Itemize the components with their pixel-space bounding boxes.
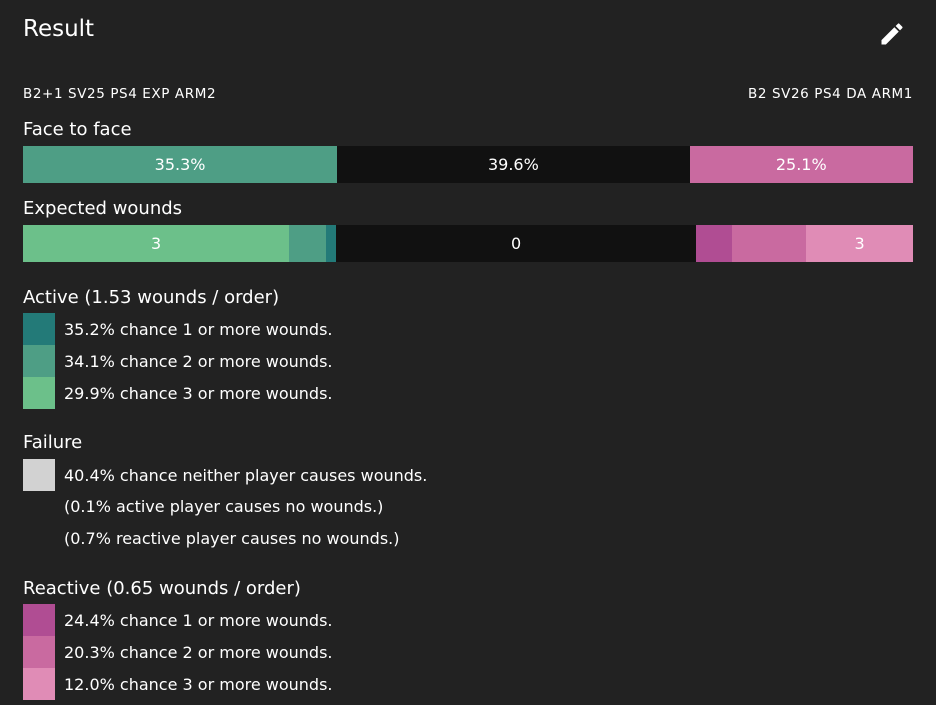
section-heading: Face to face — [23, 119, 132, 140]
legend-swatch — [23, 345, 55, 377]
segment-label: 3 — [150, 234, 162, 253]
segment-label: 39.6% — [487, 155, 539, 174]
section-heading: Failure — [23, 432, 83, 453]
segment-label: 0 — [510, 234, 522, 253]
segment-label: 3 — [854, 234, 865, 253]
bar-segment: 35.3% — [23, 146, 338, 183]
legend-swatch — [23, 459, 55, 491]
legend-row: 29.9% chance 3 or more wounds. — [23, 377, 333, 409]
legend-text: 34.1% chance 2 or more wounds. — [64, 351, 333, 371]
section-heading: Expected wounds — [23, 198, 183, 219]
legend-text: 40.4% chance neither player causes wound… — [64, 465, 428, 485]
bar-segment: 39.6% — [337, 146, 690, 183]
note: (0.1% active player causes no wounds.) — [64, 497, 384, 516]
bar-segment: 3 — [23, 225, 290, 262]
section-heading: Reactive (0.65 wounds / order) — [23, 578, 301, 599]
active-profile: B2+1 SV25 PS4 EXP ARM2 — [23, 86, 217, 102]
note: (0.7% reactive player causes no wounds.) — [64, 529, 400, 548]
legend-text: 20.3% chance 2 or more wounds. — [64, 642, 333, 662]
legend-text: 24.4% chance 1 or more wounds. — [64, 610, 333, 630]
segment-label: 25.1% — [775, 155, 827, 174]
bar-segment — [326, 225, 337, 262]
legend-row: 20.3% chance 2 or more wounds. — [23, 636, 333, 668]
bar-segment — [289, 225, 327, 262]
edit-button[interactable] — [878, 20, 906, 48]
legend-text: 35.2% chance 1 or more wounds. — [64, 319, 333, 339]
legend-swatch — [23, 668, 55, 700]
legend-text: 29.9% chance 3 or more wounds. — [64, 383, 333, 403]
legend-swatch — [23, 604, 55, 636]
legend-row: 40.4% chance neither player causes wound… — [23, 459, 427, 491]
bar-segment: 25.1% — [689, 146, 913, 183]
section-heading: Active (1.53 wounds / order) — [23, 287, 280, 308]
bar-segment: 0 — [336, 225, 696, 262]
legend-swatch — [23, 377, 55, 409]
legend-swatch — [23, 636, 55, 668]
legend-swatch — [23, 313, 55, 345]
expected-wounds-bar: 3 0 3 — [23, 225, 913, 262]
face-to-face-bar: 35.3% 39.6% 25.1% — [23, 146, 913, 183]
reactive-profile: B2 SV26 PS4 DA ARM1 — [748, 86, 913, 102]
segment-label: 35.3% — [154, 155, 206, 174]
legend-row: 24.4% chance 1 or more wounds. — [23, 604, 333, 636]
bar-segment — [695, 225, 733, 262]
legend-row: 34.1% chance 2 or more wounds. — [23, 345, 333, 377]
legend-row: 35.2% chance 1 or more wounds. — [23, 313, 333, 345]
bar-segment: 3 — [806, 225, 913, 262]
panel-title: Result — [23, 16, 95, 42]
legend-text: 12.0% chance 3 or more wounds. — [64, 674, 333, 694]
legend-row: 12.0% chance 3 or more wounds. — [23, 668, 333, 700]
bar-segment — [732, 225, 807, 262]
